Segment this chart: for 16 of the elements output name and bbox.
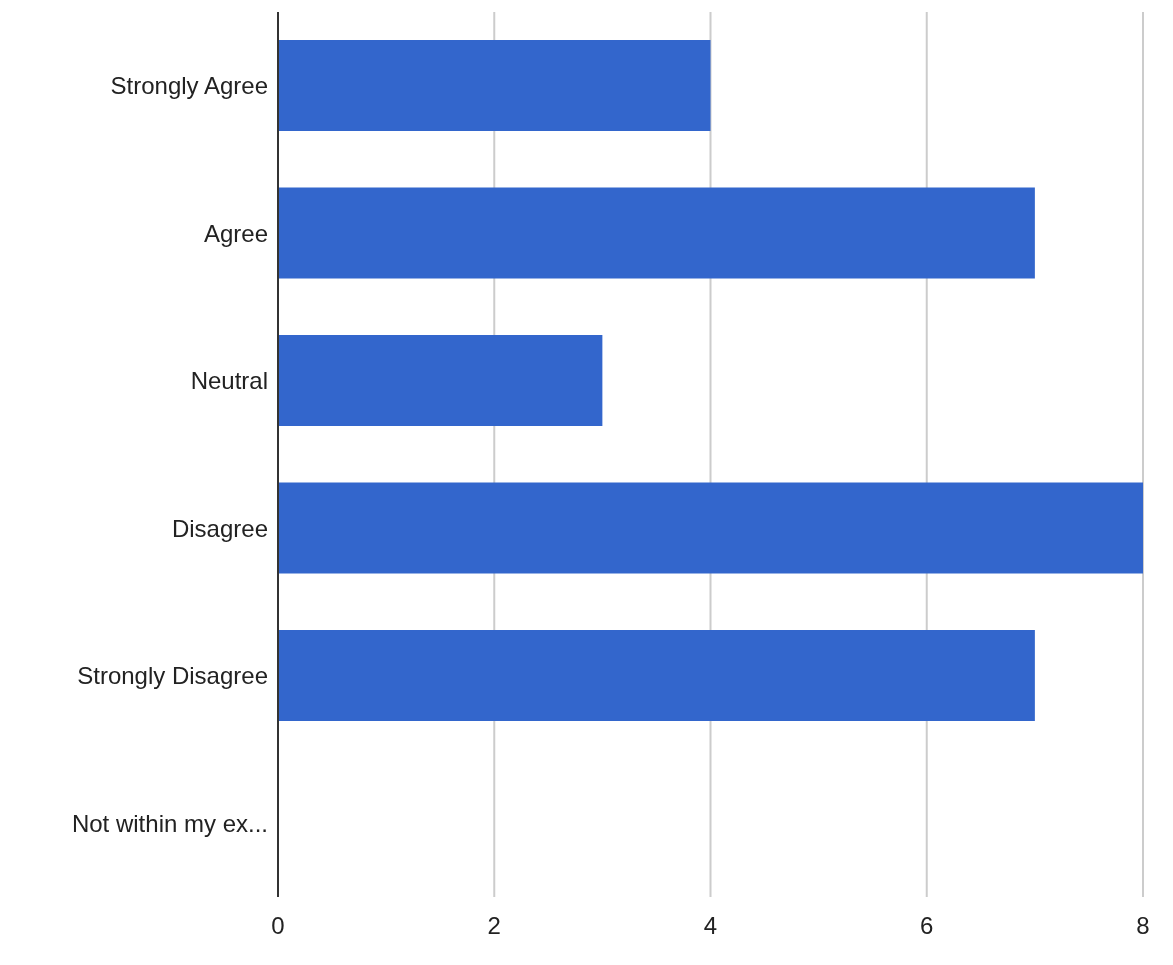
- y-tick-label: Disagree: [171, 514, 268, 542]
- x-tick-label: 2: [487, 912, 501, 940]
- y-tick-label: Strongly Agree: [110, 72, 268, 100]
- y-tick-label: Agree: [203, 219, 268, 247]
- y-tick-label: Neutral: [190, 367, 268, 395]
- x-tick-label: 0: [271, 912, 285, 940]
- bar: [278, 187, 1035, 279]
- y-tick-label: Not within my ex...: [71, 809, 268, 837]
- x-tick-label: 6: [920, 912, 934, 940]
- bar: [278, 335, 603, 427]
- x-tick-label: 8: [1136, 912, 1150, 940]
- bar: [278, 482, 1143, 574]
- x-tick-label: 4: [703, 912, 718, 940]
- bar: [278, 630, 1035, 722]
- y-tick-label: Strongly Disagree: [77, 662, 268, 690]
- bar: [278, 40, 711, 132]
